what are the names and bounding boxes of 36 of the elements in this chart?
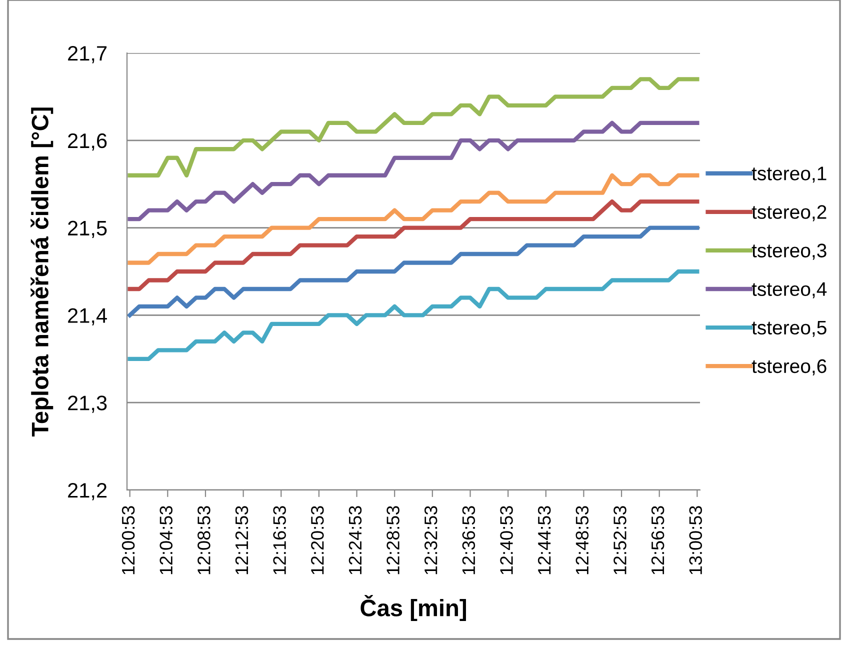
- x-tick-label: 12:56:53: [651, 506, 664, 574]
- line-series: [128, 226, 700, 318]
- x-tick-label: 12:52:53: [614, 506, 626, 574]
- y-axis-title: Teplota naměřená čidlem [°C]: [30, 108, 54, 436]
- y-tick-label: 21,6: [68, 133, 107, 151]
- y-tick-label: 21,7: [68, 46, 107, 64]
- legend-label: tstereo,2: [752, 205, 826, 222]
- x-tick-label: 12:40:53: [500, 506, 513, 574]
- x-tick-label: 12:16:53: [273, 506, 286, 574]
- x-tick-label: 12:04:53: [160, 506, 173, 574]
- line-series: [128, 120, 700, 222]
- line-series: [128, 199, 700, 292]
- x-tick-label: 13:00:53: [689, 506, 702, 574]
- x-tick-label: 12:24:53: [348, 506, 362, 574]
- x-axis-title: Čas [min]: [360, 595, 466, 622]
- legend-label: tstereo,6: [752, 359, 826, 376]
- legend-label: tstereo,5: [752, 320, 826, 337]
- x-tick-label: 12:28:53: [386, 506, 400, 574]
- y-tick-label: 21,3: [68, 396, 107, 413]
- x-tick-label: 12:08:53: [198, 506, 210, 574]
- legend-label: tstereo,1: [752, 166, 826, 183]
- y-tick-label: 21,4: [68, 308, 107, 326]
- line-series: [128, 77, 700, 178]
- line-series: [128, 269, 700, 361]
- legend-label: tstereo,3: [752, 244, 826, 260]
- line-series: [128, 173, 700, 265]
- x-tick-label: 12:20:53: [311, 506, 324, 574]
- x-tick-label: 12:32:53: [424, 506, 438, 574]
- x-tick-label: 12:00:53: [122, 506, 135, 574]
- y-tick-label: 21,5: [68, 220, 107, 238]
- y-tick-label: 21,2: [68, 483, 107, 500]
- x-tick-label: 12:12:53: [235, 506, 248, 574]
- legend-label: tstereo,4: [752, 282, 827, 298]
- x-tick-label: 12:36:53: [462, 506, 476, 574]
- x-tick-label: 12:48:53: [576, 506, 589, 574]
- x-tick-label: 12:44:53: [538, 506, 551, 574]
